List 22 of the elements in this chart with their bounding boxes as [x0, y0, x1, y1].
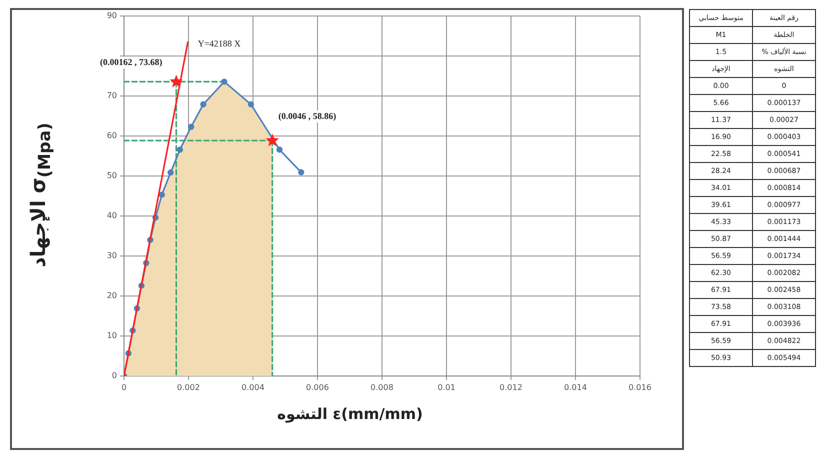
- x-tick-label: 0.004: [242, 382, 264, 392]
- y-tick-label: 90: [106, 11, 117, 20]
- y-tick-label: 0: [112, 371, 117, 380]
- x-tick-label: 0: [121, 382, 127, 392]
- x-tick-label: 0.006: [306, 382, 329, 392]
- y-tick-label: 50: [106, 171, 117, 180]
- x-tick-label: 0.008: [370, 382, 394, 392]
- y-tick-label: 20: [106, 291, 117, 300]
- annotation: Y=42188 X: [198, 38, 242, 48]
- x-tick-label: 0.014: [564, 382, 587, 392]
- x-axis-title: التشوه ε(mm/mm): [277, 405, 423, 423]
- x-tick-label: 0.012: [500, 382, 522, 392]
- x-tick-label: 0.016: [628, 382, 652, 392]
- y-tick-label: 30: [106, 251, 117, 260]
- x-tick-label: 0.002: [177, 382, 200, 392]
- y-tick-label: 40: [106, 211, 117, 220]
- annotation: (0.00162 , 73.68): [100, 57, 162, 68]
- y-tick-label: 60: [106, 131, 117, 140]
- annotation: (0.0046 , 58.86): [278, 110, 336, 121]
- x-tick-label: 0.01: [438, 382, 456, 392]
- y-tick-label: 10: [106, 331, 117, 340]
- y-tick-label: 70: [106, 91, 117, 100]
